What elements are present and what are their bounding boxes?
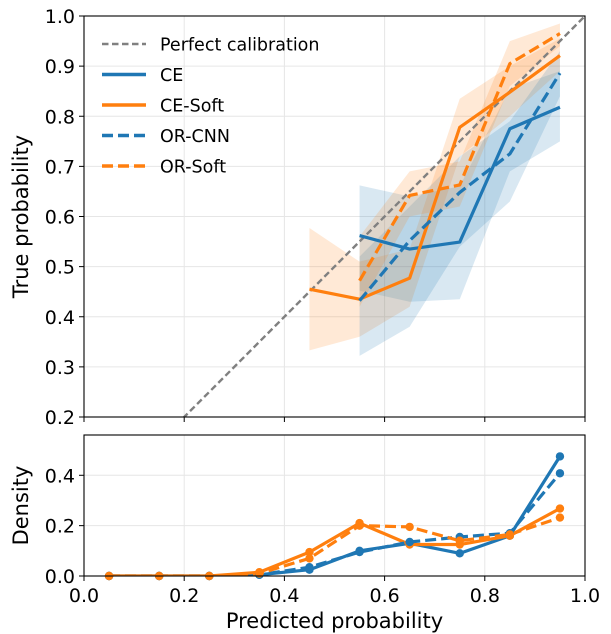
y-tick-label: 0.4 [45,465,75,487]
legend-label-or-soft: OR-Soft [160,158,226,178]
data-point-or-soft [455,536,464,545]
x-tick-label: 0.8 [470,585,500,607]
y-tick-label: 0.9 [45,56,75,78]
data-point-or-soft [355,521,364,530]
series-line-or-soft [358,32,561,282]
data-point-or-cnn [405,537,414,547]
data-point-or-soft [305,554,314,563]
series-line-ce [359,105,561,251]
data-point-or-soft [505,530,515,539]
legend-label-or-cnn: OR-CNN [160,127,230,147]
data-point-or-cnn [555,469,565,478]
data-point-ce [555,452,565,461]
legend: Perfect calibration CE CE-Soft OR-CNN OR-Sof… [102,36,319,178]
legend-label-ce: CE [160,66,183,86]
y-tick-label: 0.2 [45,516,75,538]
x-axis-title: Predicted probability [226,609,443,633]
calibration-panel: 0.2 0.3 0.4 0.5 0.6 0.7 0.8 0.9 1.0 True probabil… [9,6,586,429]
series-line-ce-soft [309,54,561,301]
y-axis-title: Density [9,466,33,546]
y-tick-label: 0.2 [45,407,75,429]
series-line-or-soft [109,516,561,576]
series-line-ce-soft [109,507,561,576]
y-tick-label: 0.6 [45,207,75,229]
legend-label-perfect-calibration: Perfect calibration [160,36,319,56]
series-line-or-cnn [358,72,562,302]
y-tick-label: 0.5 [45,257,75,279]
data-point-ce-soft [305,547,314,557]
plot-area [109,455,562,576]
legend-label-ce-soft: CE-Soft [160,97,224,117]
y-axis-title: True probability [9,135,33,299]
y-tick-label: 1.0 [45,6,75,28]
data-point-ce-soft [555,504,565,513]
y-tick-label: 0.8 [45,106,75,128]
confidence-band-or-soft [359,23,560,307]
data-point-ce [455,549,464,558]
plot-area [182,16,585,417]
data-point-or-cnn [305,562,314,572]
y-tick-label: 0.7 [45,156,75,178]
density-panel: 0.0 0.2 0.4 0.6 0.8 1.0 0.0 0.2 0.4 Density Predic… [9,434,600,633]
confidence-band-ce-soft [309,38,560,351]
x-tick-label: 0.0 [69,585,99,607]
data-point-or-cnn [355,547,364,557]
x-tick-label: 0.6 [369,585,399,607]
y-tick-label: 0.3 [45,357,75,379]
data-point-or-soft [405,522,414,532]
x-tick-label: 1.0 [570,585,600,607]
data-point-or-soft [555,513,565,522]
series-line-or-cnn [109,472,562,576]
y-tick-label: 0.4 [45,307,75,329]
y-tick-label: 0.0 [45,566,75,588]
x-tick-label: 0.4 [269,585,299,607]
axes-frame [83,434,586,577]
x-tick-label: 0.2 [169,585,199,607]
